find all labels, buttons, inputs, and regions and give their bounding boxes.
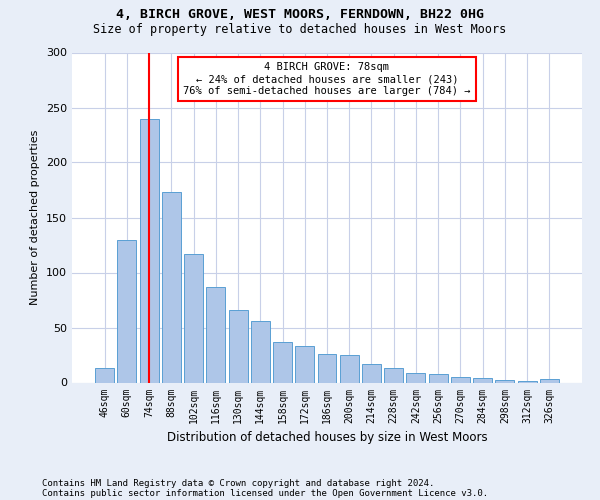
Bar	[184, 254, 203, 382]
Bar	[95, 368, 114, 382]
Bar	[118, 240, 136, 382]
Bar	[251, 321, 270, 382]
Text: 4, BIRCH GROVE, WEST MOORS, FERNDOWN, BH22 0HG: 4, BIRCH GROVE, WEST MOORS, FERNDOWN, BH…	[116, 8, 484, 20]
Bar	[406, 372, 425, 382]
Bar	[206, 287, 225, 382]
Text: 4 BIRCH GROVE: 78sqm
← 24% of detached houses are smaller (243)
76% of semi-deta: 4 BIRCH GROVE: 78sqm ← 24% of detached h…	[183, 62, 471, 96]
Bar	[451, 377, 470, 382]
Bar	[162, 192, 181, 382]
Bar	[384, 368, 403, 382]
Bar	[340, 355, 359, 382]
Bar	[429, 374, 448, 382]
Text: Contains public sector information licensed under the Open Government Licence v3: Contains public sector information licen…	[42, 488, 488, 498]
Bar	[317, 354, 337, 382]
Bar	[473, 378, 492, 382]
Text: Contains HM Land Registry data © Crown copyright and database right 2024.: Contains HM Land Registry data © Crown c…	[42, 478, 434, 488]
X-axis label: Distribution of detached houses by size in West Moors: Distribution of detached houses by size …	[167, 431, 487, 444]
Text: Size of property relative to detached houses in West Moors: Size of property relative to detached ho…	[94, 22, 506, 36]
Y-axis label: Number of detached properties: Number of detached properties	[31, 130, 40, 305]
Bar	[362, 364, 381, 382]
Bar	[229, 310, 248, 382]
Bar	[273, 342, 292, 382]
Bar	[540, 379, 559, 382]
Bar	[295, 346, 314, 383]
Bar	[496, 380, 514, 382]
Bar	[140, 118, 158, 382]
